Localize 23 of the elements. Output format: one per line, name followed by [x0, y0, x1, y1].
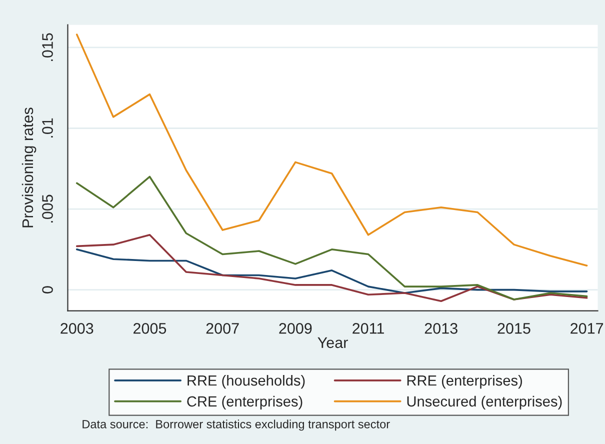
x-tick-label: 2017: [570, 323, 604, 334]
x-tick-label: 2013: [424, 323, 458, 334]
x-tick-label: 2009: [279, 323, 312, 334]
x-tick-label: 2003: [60, 323, 94, 334]
y-tick-label: .01: [42, 118, 53, 138]
line-series: [76, 176, 588, 300]
line-series: [76, 234, 588, 302]
x-axis-title: Year: [318, 337, 348, 348]
y-tick-label: 0: [42, 286, 53, 294]
legend-label: CRE (enterprises): [187, 396, 302, 410]
y-tick-label: .015: [42, 33, 53, 61]
line-series: [76, 248, 588, 294]
legend-label: RRE (enterprises): [407, 374, 522, 389]
y-tick-label: .005: [42, 194, 53, 222]
x-tick-label: 2011: [352, 323, 384, 334]
legend-label: Unsecured (enterprises): [407, 396, 562, 410]
source-note: Data source: Borrower statistics excluding transport sector: [82, 420, 390, 431]
legend-label: RRE (households): [188, 374, 305, 389]
y-axis-title: Provisioning rates: [22, 108, 36, 228]
x-tick-label: 2007: [206, 323, 239, 334]
x-tick-label: 2015: [498, 323, 530, 334]
x-tick-label: 2005: [133, 323, 166, 334]
line-series: [76, 34, 588, 266]
